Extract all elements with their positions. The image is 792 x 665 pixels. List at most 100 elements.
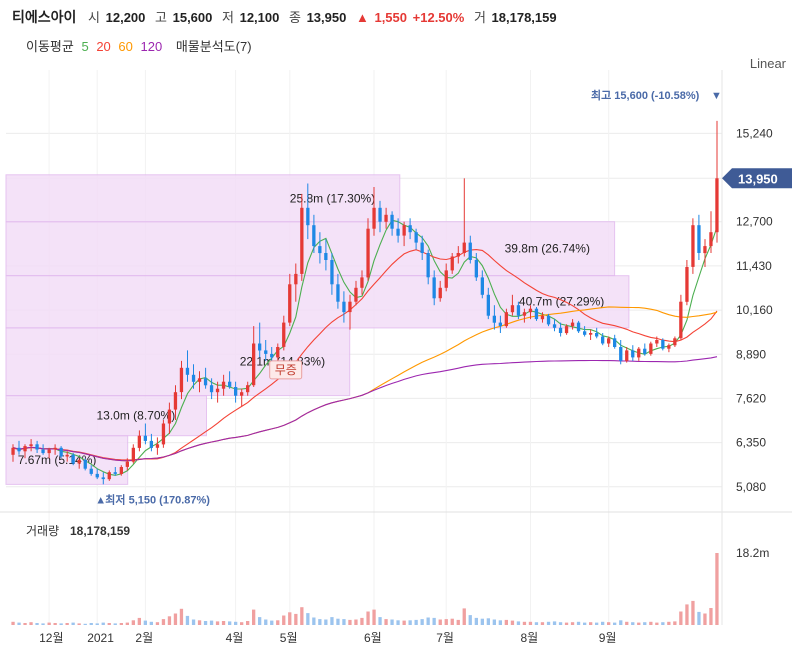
candle-body	[270, 353, 274, 358]
volume-bar	[540, 622, 545, 625]
low-annotation-arrow-icon: ▲	[95, 494, 106, 506]
moving-average-line-20	[12, 249, 718, 461]
volume-bar	[402, 620, 406, 625]
moving-average-legend[interactable]: 이동평균 5 20 60 120 매물분석도(7)	[26, 36, 256, 55]
candle-body	[348, 301, 352, 313]
last-price-tag	[722, 168, 792, 189]
candle-body	[77, 460, 81, 464]
volume-bar	[360, 617, 364, 625]
candle-body	[474, 260, 478, 278]
candle-body	[564, 326, 569, 334]
volume-bar	[258, 617, 262, 625]
volume-bar	[528, 621, 533, 625]
candle-body	[396, 228, 400, 236]
candle-body	[47, 449, 51, 454]
volume-bar	[450, 618, 454, 625]
volume-bar	[709, 608, 713, 625]
candle-body	[709, 232, 713, 247]
chart-header: 티에스아이 시 12,200 고 15,600 저 12,100 종 13,95…	[12, 6, 563, 28]
volume-bar	[679, 611, 683, 625]
volume-bar	[444, 619, 448, 625]
candle-body	[414, 232, 418, 243]
inline-tag-box	[269, 360, 303, 380]
volume-bar	[155, 622, 160, 625]
x-tick-label: 2월	[135, 631, 153, 645]
candle-body	[209, 385, 214, 393]
volume-bar	[270, 620, 274, 625]
volume-bar	[474, 617, 478, 625]
candle-body	[240, 392, 244, 396]
candle-body	[173, 392, 178, 410]
high-annotation: 최고 15,600 (-10.58%)	[591, 88, 700, 102]
volume-bar	[161, 619, 166, 625]
candle-body	[504, 312, 508, 327]
volume-bar	[125, 622, 129, 625]
candle-body	[312, 225, 316, 247]
candle-body	[384, 214, 388, 222]
candle-body	[113, 472, 117, 474]
candle-body	[336, 284, 340, 302]
volume-bar	[53, 623, 57, 625]
volume-title: 거래량	[26, 524, 59, 538]
ma-120-label[interactable]: 120	[140, 39, 163, 54]
ma-20-label[interactable]: 20	[96, 39, 111, 54]
moving-average-line-5	[12, 219, 718, 476]
candle-body	[35, 444, 39, 450]
candle-body	[191, 374, 196, 382]
volume-profile-bar	[5, 174, 401, 223]
candle-body	[697, 225, 701, 253]
candle-body	[673, 338, 677, 346]
candle-body	[703, 246, 707, 254]
candle-body	[360, 277, 364, 288]
scale-type[interactable]: Linear	[749, 56, 786, 71]
volume-bar	[240, 622, 244, 625]
volume-bar	[432, 617, 436, 625]
volume-bar	[570, 622, 575, 625]
volume-bar	[378, 617, 382, 625]
volume-bar	[607, 622, 611, 625]
volume-bar	[522, 621, 527, 625]
volume-bar	[438, 619, 442, 625]
low-annotation: 최저 5,150 (170.87%)	[105, 492, 210, 506]
y-tick-label: 8,890	[736, 347, 766, 361]
volume-bar	[234, 621, 238, 625]
high-annotation-arrow-icon: ▼	[711, 90, 722, 102]
candle-body	[17, 447, 21, 452]
change-arrow-icon: ▲	[355, 10, 369, 25]
volume-bar	[420, 619, 424, 625]
volume-profile-label: 25.8m (17.30%)	[290, 191, 375, 205]
candle-body	[715, 178, 719, 233]
candle-body	[234, 387, 238, 396]
ma-5-label[interactable]: 5	[81, 39, 89, 54]
x-tick-label: 6월	[364, 631, 382, 645]
volume-profile-label[interactable]: 매물분석도(7)	[175, 39, 252, 54]
volume-bar	[637, 622, 641, 625]
candle-body	[486, 294, 490, 316]
candle-body	[288, 284, 292, 323]
open-value: 12,200	[105, 10, 146, 25]
last-price-label: 13,950	[738, 171, 778, 186]
volume-bar	[83, 623, 87, 625]
volume-bar	[558, 622, 563, 625]
low-label: 저	[222, 10, 234, 25]
candle-body	[613, 338, 617, 347]
volume-bar	[354, 619, 358, 625]
volume-profile-label: 13.0m (8.70%)	[97, 409, 176, 423]
volume-bar	[408, 620, 412, 625]
ma-60-label[interactable]: 60	[118, 39, 133, 54]
candle-body	[366, 228, 370, 278]
volume-profile-label: 7.67m (5.14%)	[18, 453, 97, 467]
candle-body	[215, 388, 220, 393]
candle-body	[601, 336, 605, 344]
volume-bar	[29, 622, 33, 625]
x-tick-label: 4월	[226, 631, 244, 645]
open-label: 시	[88, 10, 100, 25]
volume-bar	[649, 621, 653, 625]
y-tick-label: 6,350	[736, 436, 766, 450]
volume-bar	[667, 621, 671, 625]
volume-bar	[17, 622, 21, 625]
moving-average-lines	[12, 219, 718, 476]
candle-body	[402, 225, 406, 236]
candle-body	[589, 333, 593, 335]
